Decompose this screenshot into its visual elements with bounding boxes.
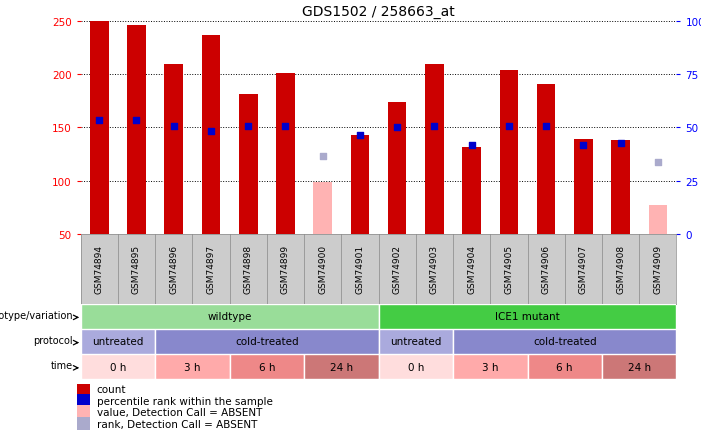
Bar bbox=[81, 354, 155, 379]
Bar bbox=[81, 329, 155, 354]
Text: time: time bbox=[50, 361, 73, 371]
Text: untreated: untreated bbox=[390, 337, 442, 346]
Bar bbox=[76, 405, 90, 419]
Point bbox=[503, 124, 515, 131]
Text: cold-treated: cold-treated bbox=[533, 337, 597, 346]
Text: 3 h: 3 h bbox=[184, 362, 200, 372]
Point bbox=[131, 117, 142, 124]
Point bbox=[615, 141, 626, 148]
Text: GSM74909: GSM74909 bbox=[653, 245, 662, 294]
Bar bbox=[313, 182, 332, 234]
Bar bbox=[76, 417, 90, 431]
Bar bbox=[648, 206, 667, 234]
Bar bbox=[230, 354, 304, 379]
Point bbox=[578, 143, 589, 150]
Text: GSM74897: GSM74897 bbox=[207, 245, 215, 294]
Point bbox=[317, 153, 328, 160]
Text: GSM74901: GSM74901 bbox=[355, 245, 365, 294]
Text: 0 h: 0 h bbox=[109, 362, 126, 372]
Bar bbox=[76, 394, 90, 408]
Point bbox=[243, 124, 254, 131]
Text: GSM74896: GSM74896 bbox=[169, 245, 178, 294]
Text: cold-treated: cold-treated bbox=[235, 337, 299, 346]
Point bbox=[652, 160, 663, 167]
Text: rank, Detection Call = ABSENT: rank, Detection Call = ABSENT bbox=[97, 419, 257, 429]
Text: percentile rank within the sample: percentile rank within the sample bbox=[97, 396, 273, 406]
Text: GSM74895: GSM74895 bbox=[132, 245, 141, 294]
Text: ICE1 mutant: ICE1 mutant bbox=[495, 312, 560, 321]
Bar bbox=[453, 354, 528, 379]
Bar bbox=[528, 354, 602, 379]
Bar bbox=[276, 74, 294, 234]
Point bbox=[94, 117, 105, 124]
Point bbox=[392, 125, 403, 132]
Bar bbox=[463, 147, 481, 234]
Point bbox=[540, 124, 552, 131]
Text: 0 h: 0 h bbox=[407, 362, 424, 372]
Bar bbox=[155, 329, 379, 354]
Text: 24 h: 24 h bbox=[627, 362, 651, 372]
Title: GDS1502 / 258663_at: GDS1502 / 258663_at bbox=[302, 5, 455, 19]
Text: GSM74905: GSM74905 bbox=[505, 245, 513, 294]
Text: 6 h: 6 h bbox=[259, 362, 275, 372]
Bar bbox=[574, 140, 592, 234]
Bar bbox=[379, 329, 453, 354]
Text: GSM74902: GSM74902 bbox=[393, 245, 402, 294]
Point bbox=[354, 132, 365, 139]
Text: GSM74908: GSM74908 bbox=[616, 245, 625, 294]
Text: GSM74907: GSM74907 bbox=[579, 245, 588, 294]
Text: 3 h: 3 h bbox=[482, 362, 498, 372]
Point bbox=[429, 124, 440, 131]
Bar bbox=[602, 354, 676, 379]
Bar bbox=[304, 354, 379, 379]
Text: GSM74899: GSM74899 bbox=[281, 245, 290, 294]
Point bbox=[205, 128, 217, 135]
Text: GSM74903: GSM74903 bbox=[430, 245, 439, 294]
Bar bbox=[202, 36, 220, 234]
Text: GSM74906: GSM74906 bbox=[542, 245, 550, 294]
Bar bbox=[388, 102, 407, 234]
Bar bbox=[350, 135, 369, 234]
Text: protocol: protocol bbox=[33, 335, 73, 345]
Bar bbox=[90, 22, 109, 234]
Bar bbox=[165, 65, 183, 234]
Text: count: count bbox=[97, 385, 126, 395]
Text: GSM74894: GSM74894 bbox=[95, 245, 104, 294]
Text: GSM74898: GSM74898 bbox=[244, 245, 252, 294]
Bar bbox=[76, 382, 90, 396]
Text: 24 h: 24 h bbox=[329, 362, 353, 372]
Bar bbox=[500, 71, 518, 234]
Bar bbox=[379, 354, 453, 379]
Bar bbox=[81, 304, 379, 329]
Text: GSM74900: GSM74900 bbox=[318, 245, 327, 294]
Bar bbox=[537, 85, 555, 234]
Text: GSM74904: GSM74904 bbox=[467, 245, 476, 294]
Bar bbox=[155, 354, 230, 379]
Bar bbox=[127, 26, 146, 234]
Bar bbox=[453, 329, 676, 354]
Bar bbox=[379, 304, 676, 329]
Text: genotype/variation: genotype/variation bbox=[0, 310, 73, 320]
Bar bbox=[239, 95, 257, 234]
Text: 6 h: 6 h bbox=[557, 362, 573, 372]
Point bbox=[280, 124, 291, 131]
Point bbox=[168, 124, 179, 131]
Text: untreated: untreated bbox=[92, 337, 144, 346]
Bar bbox=[425, 65, 444, 234]
Bar bbox=[611, 141, 630, 234]
Text: wildtype: wildtype bbox=[207, 312, 252, 321]
Point bbox=[466, 143, 477, 150]
Text: value, Detection Call = ABSENT: value, Detection Call = ABSENT bbox=[97, 408, 262, 418]
